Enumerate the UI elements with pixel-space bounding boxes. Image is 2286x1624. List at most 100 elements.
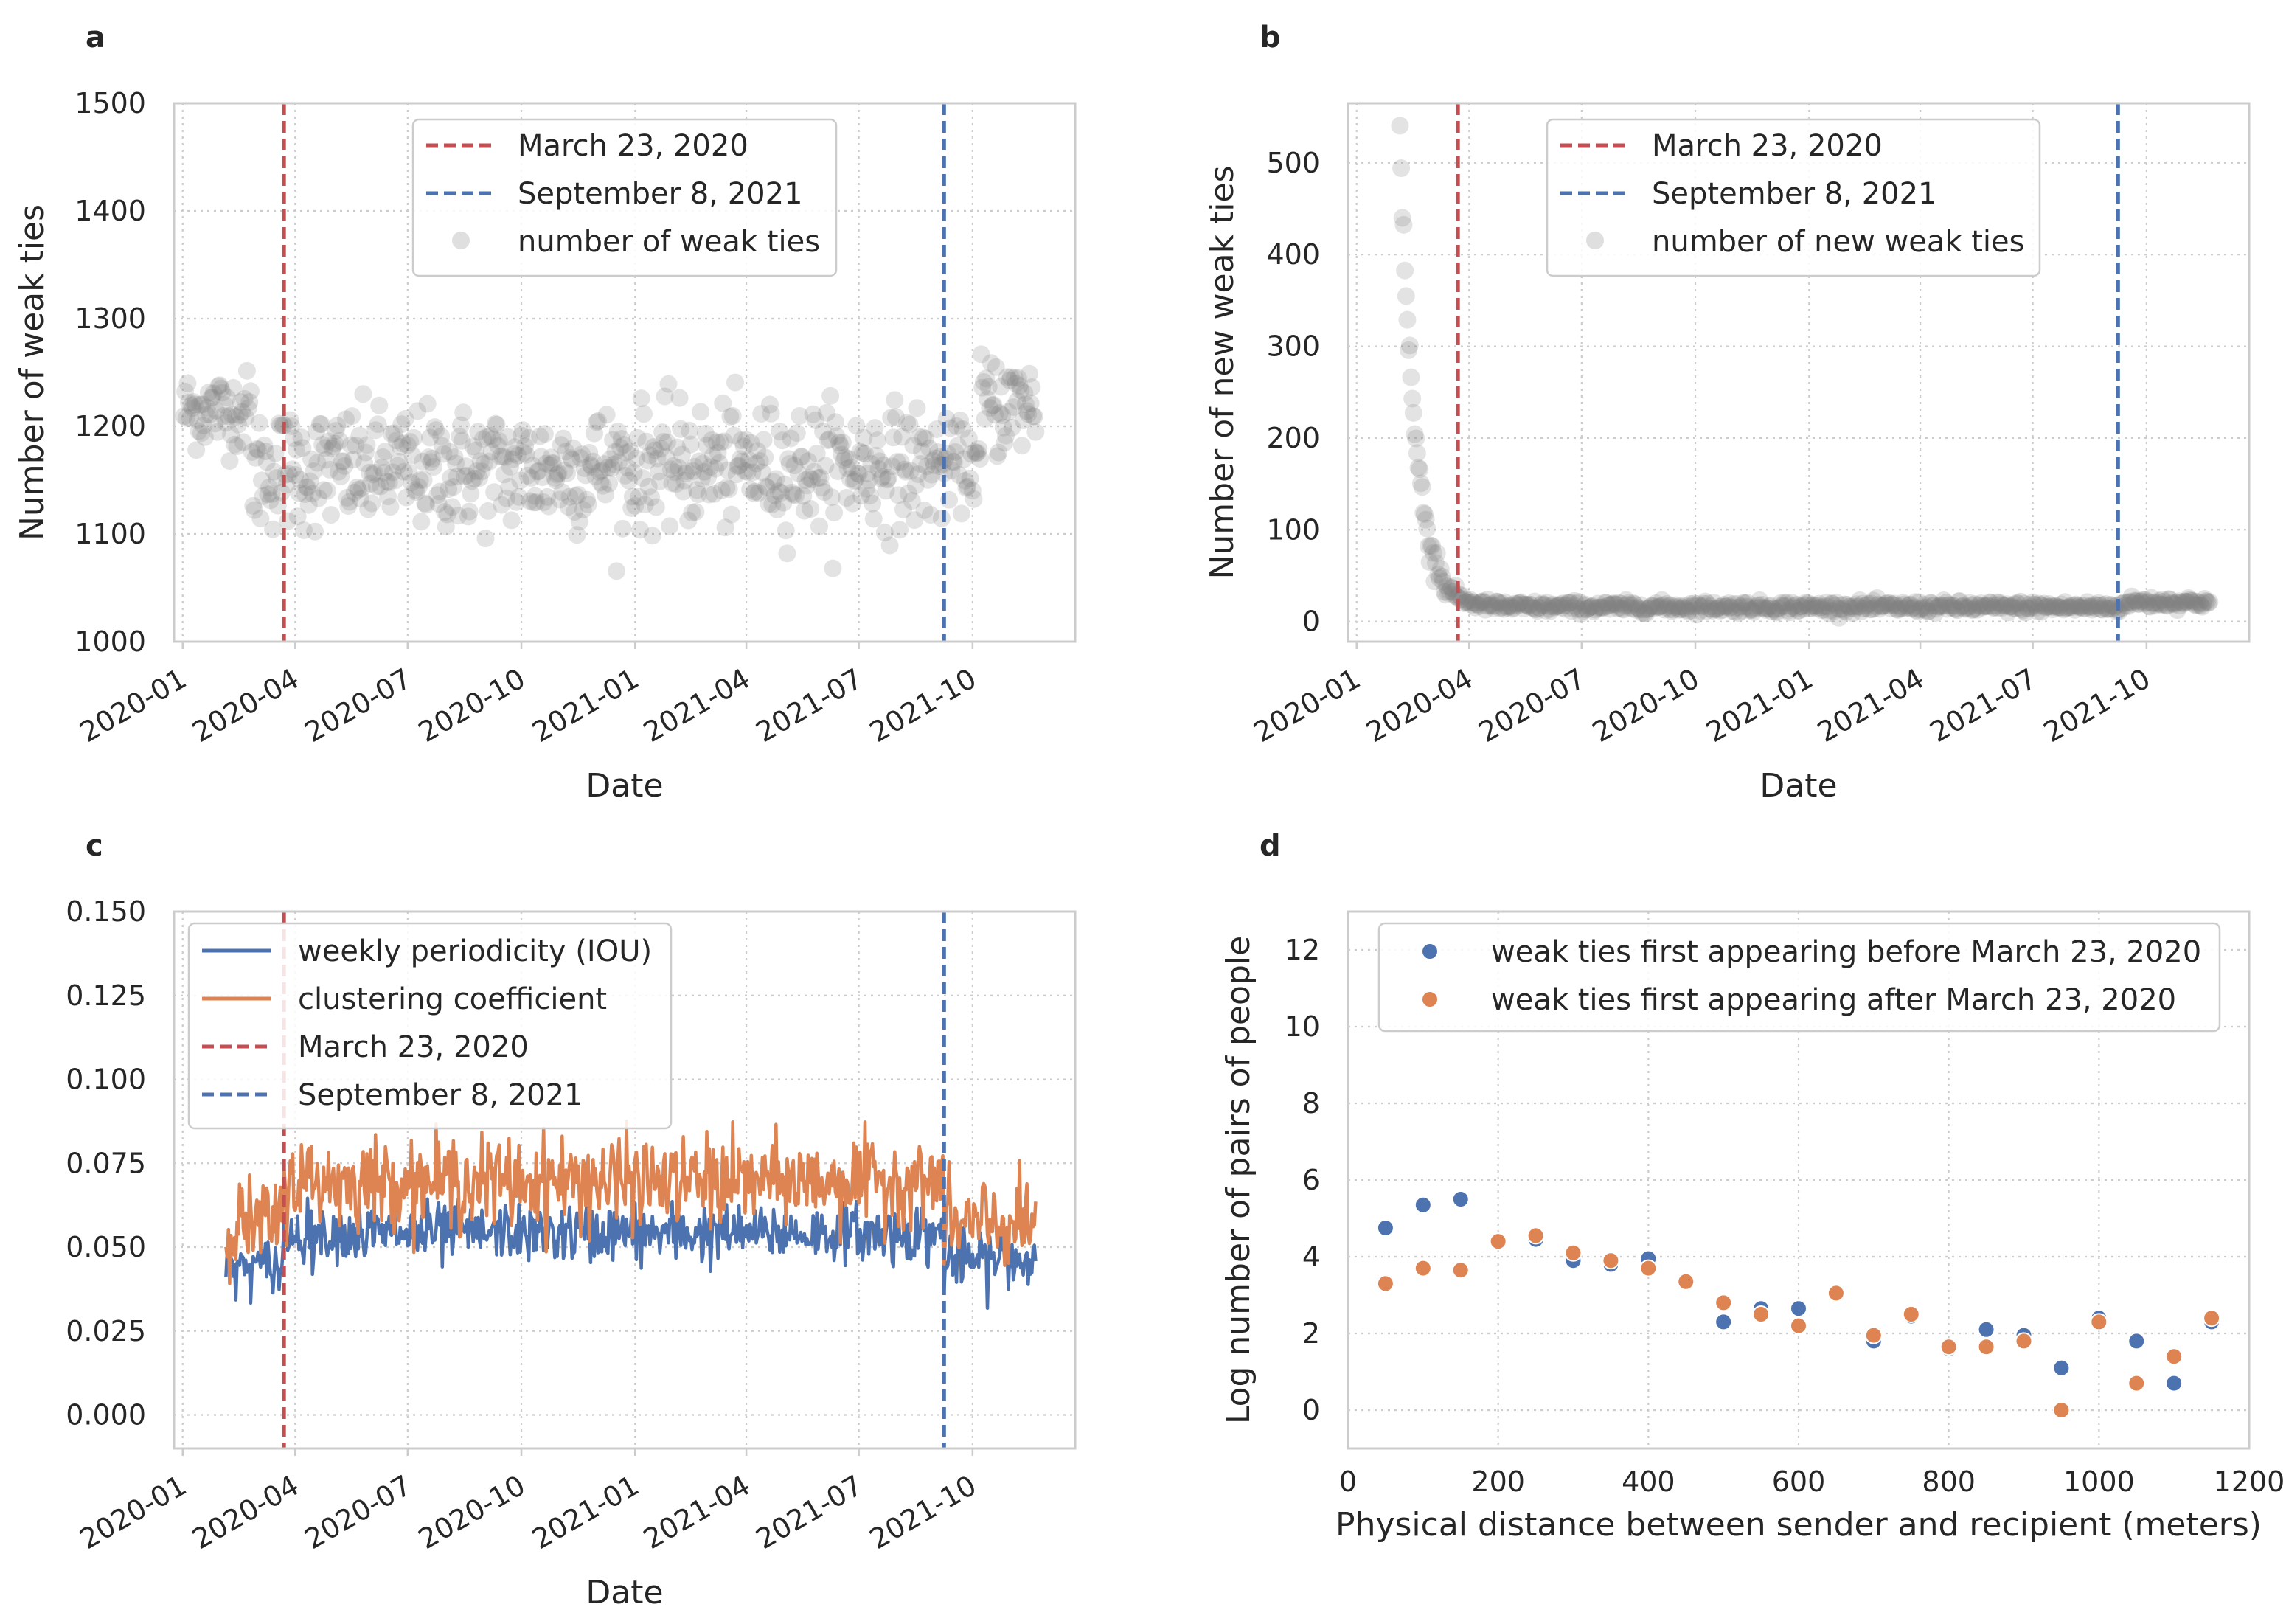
data-point [1681,594,1700,613]
data-point [2194,594,2212,613]
data-point [1537,601,1555,620]
data-point [1512,593,1530,611]
data-point [725,426,743,445]
data-point [381,498,400,516]
data-point [440,480,458,499]
data-point [1611,598,1629,617]
data-point [1733,602,1751,620]
data-point [1470,597,1488,615]
data-point [787,486,805,504]
data-point [491,448,510,466]
data-point [1540,600,1559,618]
data-point [1671,597,1689,616]
data-point [1568,594,1586,613]
data-point [2071,598,2089,617]
data-point [632,389,650,408]
data-point [428,486,447,504]
data-point [1543,597,1561,615]
data-point [1521,595,1539,614]
data-point [1439,583,1457,602]
data-point [1858,596,1877,614]
data-point [840,450,858,468]
data-point [217,414,235,432]
data-point [1400,336,1419,355]
data-point [1602,595,1621,614]
data-point [852,487,871,505]
data-point [475,454,493,473]
data-point [448,468,466,486]
data-point [222,426,240,444]
data-point [1706,600,1724,618]
data-point [2127,1332,2146,1350]
data-point [510,487,528,506]
data-point [699,468,718,486]
data-point [701,458,720,476]
data-point [442,468,460,487]
data-point [773,431,791,450]
data-point [1778,594,1796,612]
data-point [259,485,277,504]
data-point [1780,603,1799,622]
data-point [1835,601,1853,620]
data-point [566,503,584,521]
data-point [1428,544,1446,563]
data-point [1004,398,1023,416]
data-point [1574,602,1592,620]
data-point [917,457,936,476]
data-point [695,462,714,481]
data-point [1729,604,1748,622]
data-point [1564,1243,1583,1262]
data-point [1945,597,1963,615]
data-point [343,407,361,426]
data-point [2150,591,2168,610]
data-point [1608,599,1627,617]
data-point [1740,598,1758,617]
data-point [385,424,403,443]
series-after-march-23 [1376,1226,2221,1419]
data-point [800,469,819,487]
data-point [366,421,385,440]
data-point [535,493,553,512]
data-point [1678,603,1697,621]
data-point [1866,597,1885,615]
x-tick-label: 0 [1339,1465,1357,1498]
data-point [648,449,667,468]
data-point [2193,597,2212,616]
data-point [1660,600,1678,619]
data-point [1014,412,1032,430]
data-point [203,389,221,407]
data-point [359,500,378,518]
data-point [184,393,203,412]
data-point [1672,600,1691,619]
data-point [292,428,310,447]
data-point [414,471,433,489]
data-point [575,459,594,477]
data-point [942,461,961,479]
data-point [1622,596,1640,614]
data-point [2031,596,2049,614]
data-point [198,399,217,417]
data-point [2087,599,2105,617]
data-point [2063,598,2082,617]
data-point [608,422,627,440]
data-point [511,471,529,490]
data-point [780,454,799,473]
data-point [1687,605,1706,624]
y-axis-label: Number of new weak ties [1203,165,1241,579]
data-point [1885,594,1903,613]
data-point [1841,597,1859,616]
data-point [1667,596,1685,614]
data-point [1815,600,1833,619]
data-point [1607,595,1625,614]
data-point [1757,600,1775,619]
data-point [1477,597,1495,615]
data-point [307,423,325,441]
data-point [1782,600,1800,618]
legend-marker [1421,990,1439,1008]
data-point [652,440,670,458]
data-point [935,464,953,482]
legend-box [1546,118,2041,277]
data-point [560,487,579,506]
data-point [1460,594,1479,612]
data-point [2190,594,2209,612]
